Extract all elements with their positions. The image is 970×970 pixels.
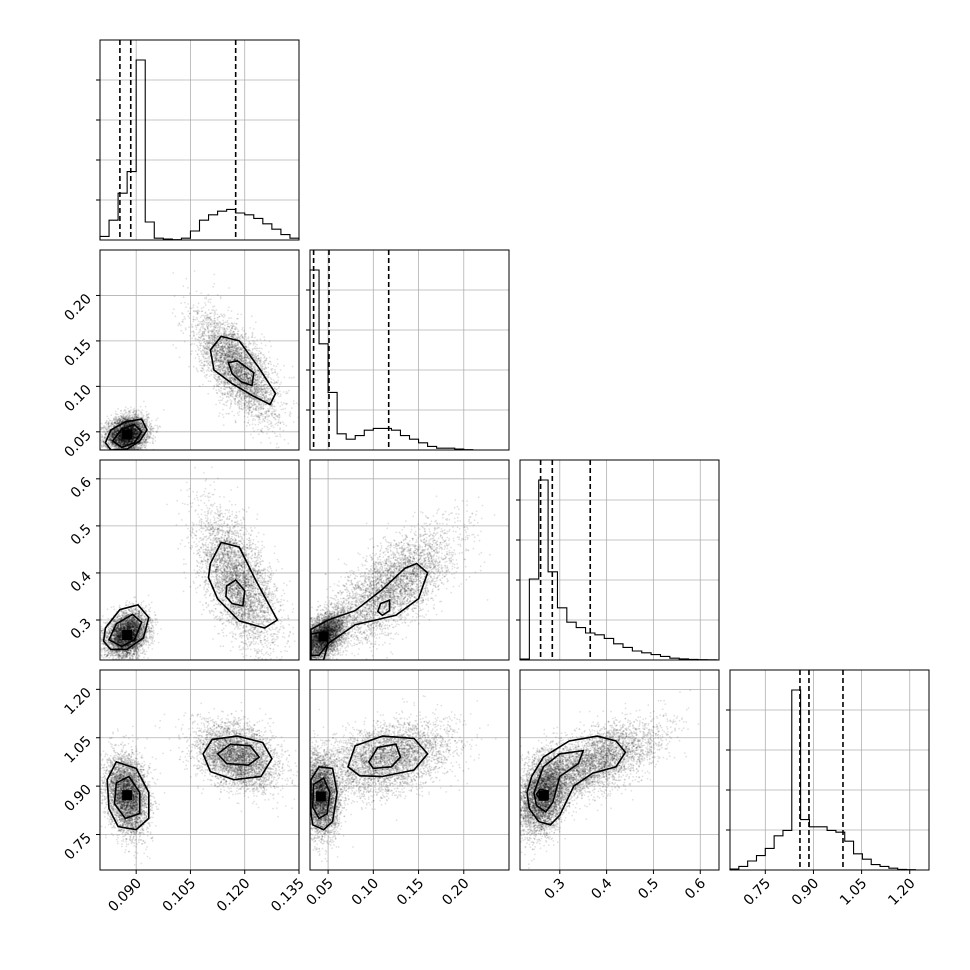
panel-frame	[99, 669, 300, 871]
grid-lines	[100, 79, 299, 201]
y-tick-label: 0.6	[68, 474, 95, 501]
x-tick-label: 0.120	[214, 876, 254, 916]
contour-2	[209, 335, 277, 406]
grid-lines	[559, 460, 701, 660]
contour-0	[310, 765, 338, 831]
grid-lines	[764, 670, 911, 870]
joint-panel-1-3	[309, 669, 510, 871]
x-tick-label: 0.15	[394, 876, 427, 909]
contour-0	[526, 735, 627, 826]
histogram-panel-0	[96, 39, 300, 241]
y-tick-label: 0.10	[61, 382, 94, 415]
density-peak	[538, 790, 549, 801]
density-peak	[122, 429, 133, 440]
x-tick-label: 0.90	[789, 876, 822, 909]
contour-1	[311, 776, 331, 820]
panel-frame	[99, 459, 300, 661]
y-tick-label: 0.20	[61, 291, 94, 324]
joint-panel-0-3	[99, 669, 300, 871]
contour-2	[207, 541, 279, 629]
contour-0	[106, 760, 150, 831]
y-tick-label: 0.90	[61, 782, 94, 815]
y-tick-label: 0.05	[61, 427, 94, 460]
y-tick-label: 0.4	[68, 568, 95, 595]
y-tick-label: 0.15	[61, 336, 94, 369]
density-peak	[315, 791, 326, 802]
panel-frame	[99, 39, 300, 241]
y-tick-label: 1.20	[61, 685, 94, 718]
contour-0	[102, 603, 150, 651]
histogram-panel-1	[306, 249, 510, 451]
joint-panel-1-2	[309, 459, 510, 661]
panel-frame	[99, 249, 300, 451]
joint-panel-2-3	[519, 669, 720, 871]
contour-1	[111, 423, 143, 449]
x-tick-label: 0.135	[268, 876, 308, 916]
x-tick-label: 1.20	[885, 876, 918, 909]
density-peak	[318, 631, 329, 642]
joint-panel-0-1	[99, 249, 300, 451]
contour-2	[347, 735, 429, 778]
y-tick-label: 0.5	[68, 521, 95, 548]
y-tick-label: 1.05	[61, 733, 94, 766]
panel-frame	[309, 459, 510, 661]
x-tick-label: 0.5	[635, 876, 662, 903]
density-peak	[122, 790, 133, 801]
contour-2	[202, 735, 273, 781]
x-tick-label: 0.4	[588, 875, 615, 902]
grid-lines	[327, 250, 465, 450]
x-tick-label: 0.090	[105, 876, 145, 916]
contour-0	[310, 562, 429, 660]
scatter-points	[100, 701, 299, 866]
contour-3	[367, 743, 402, 770]
panel-frame	[519, 669, 720, 871]
y-tick-label: 0.75	[61, 830, 94, 863]
panel-frame	[729, 669, 930, 871]
histogram-steps	[99, 59, 300, 241]
x-tick-label: 0.6	[682, 875, 709, 902]
x-tick-label: 0.05	[304, 876, 337, 909]
histogram-panel-3	[726, 669, 930, 871]
panel-frame	[519, 459, 720, 661]
histogram-steps	[309, 269, 509, 451]
histogram-panel-2	[516, 459, 720, 661]
joint-panel-0-2	[99, 459, 300, 661]
grid-lines	[310, 670, 509, 870]
y-tick-label: 0.3	[68, 616, 95, 643]
contour-3	[227, 360, 255, 387]
panel-frame	[309, 669, 510, 871]
contour-1	[107, 613, 143, 648]
contour-2	[376, 599, 391, 617]
histogram-steps	[729, 689, 925, 871]
x-tick-label: 0.75	[741, 876, 774, 909]
contour-3	[225, 578, 246, 607]
x-tick-label: 0.105	[160, 876, 200, 916]
contour-1	[533, 749, 585, 813]
panel-frame	[309, 249, 510, 451]
x-tick-label: 0.20	[439, 876, 472, 909]
grid-lines	[520, 499, 719, 621]
x-tick-label: 1.05	[837, 876, 870, 909]
x-tick-label: 0.3	[542, 876, 569, 903]
contour-1	[113, 775, 141, 820]
grid-lines	[310, 289, 509, 411]
grid-lines	[310, 460, 509, 660]
density-peak	[122, 630, 133, 641]
scatter-points	[100, 270, 299, 450]
contour-3	[216, 743, 261, 767]
x-tick-label: 0.10	[349, 876, 382, 909]
scatter-points	[520, 689, 700, 869]
histogram-steps	[519, 479, 718, 661]
